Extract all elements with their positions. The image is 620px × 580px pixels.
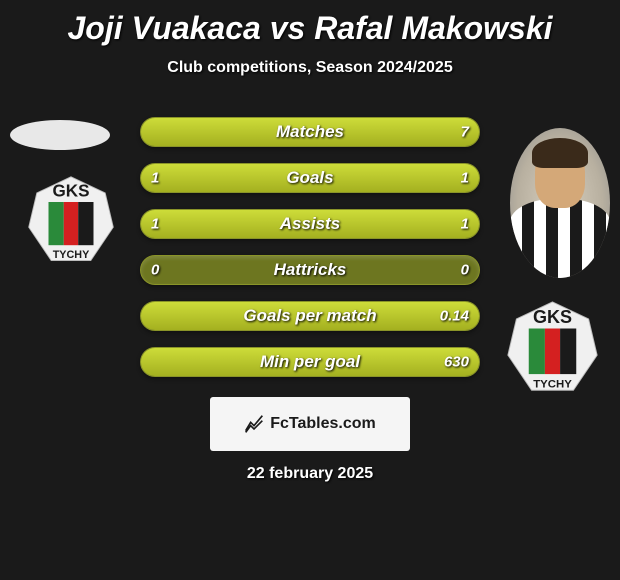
stat-label: Matches <box>276 122 344 142</box>
stat-value-left: 1 <box>151 170 159 187</box>
chart-line-icon <box>244 414 264 434</box>
stat-value-left: 1 <box>151 216 159 233</box>
stat-value-left: 0 <box>151 262 159 279</box>
stat-row: Matches 7 <box>140 117 480 147</box>
footer-date: 22 february 2025 <box>0 465 620 483</box>
club-logo-bottom-text: TYCHY <box>53 249 90 261</box>
player-left-club-logo: GKS TYCHY <box>26 175 116 265</box>
site-attribution[interactable]: FcTables.com <box>210 397 410 451</box>
club-logo-top-text: GKS <box>533 307 572 327</box>
comparison-card: Joji Vuakaca vs Rafal Makowski Club comp… <box>0 0 620 580</box>
stat-value-right: 1 <box>461 216 469 233</box>
stat-fill-left <box>141 164 310 192</box>
stat-row: Hattricks 0 0 <box>140 255 480 285</box>
stat-row: Goals 1 1 <box>140 163 480 193</box>
stat-label: Goals per match <box>243 306 376 326</box>
site-name: FcTables.com <box>270 415 376 433</box>
player-right-avatar <box>510 128 610 278</box>
player-right-hair <box>532 138 588 168</box>
shield-icon: GKS TYCHY <box>505 300 600 395</box>
player-right-jersey <box>510 198 610 278</box>
stat-value-right: 7 <box>461 124 469 141</box>
shield-icon: GKS TYCHY <box>26 175 116 265</box>
stat-fill-right <box>310 164 479 192</box>
stat-row: Assists 1 1 <box>140 209 480 239</box>
stat-row: Goals per match 0.14 <box>140 301 480 331</box>
stat-label: Goals <box>286 168 333 188</box>
page-title: Joji Vuakaca vs Rafal Makowski <box>0 0 620 47</box>
stat-row: Min per goal 630 <box>140 347 480 377</box>
player-right-club-logo: GKS TYCHY <box>505 300 600 395</box>
stat-value-right: 1 <box>461 170 469 187</box>
stat-value-right: 0 <box>461 262 469 279</box>
stat-value-right: 630 <box>444 354 469 371</box>
stat-value-right: 0.14 <box>440 308 469 325</box>
stat-label: Min per goal <box>260 352 360 372</box>
stat-label: Hattricks <box>274 260 347 280</box>
stat-label: Assists <box>280 214 340 234</box>
player-left-avatar <box>10 120 110 150</box>
club-logo-bottom-text: TYCHY <box>533 378 572 390</box>
page-subtitle: Club competitions, Season 2024/2025 <box>0 59 620 77</box>
club-logo-top-text: GKS <box>52 182 89 201</box>
